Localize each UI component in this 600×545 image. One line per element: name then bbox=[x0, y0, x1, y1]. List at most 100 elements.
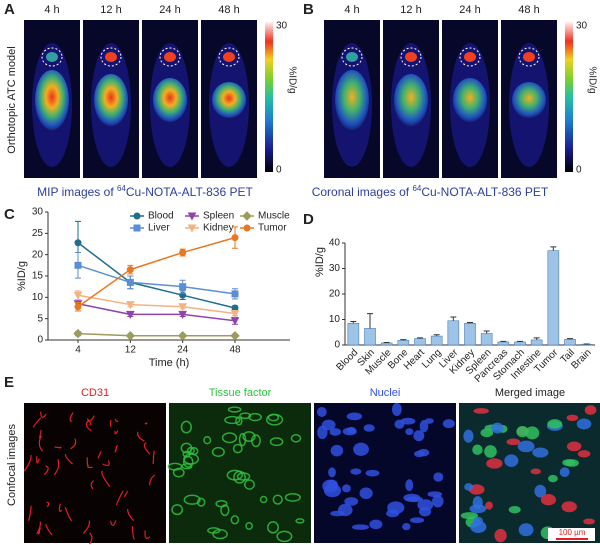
series-line bbox=[77, 236, 236, 308]
texture bbox=[196, 497, 206, 507]
marker bbox=[74, 239, 82, 247]
texture bbox=[350, 468, 362, 475]
marker bbox=[126, 266, 134, 274]
error-bar bbox=[550, 246, 557, 251]
texture bbox=[534, 484, 547, 498]
y-tick-label: 20 bbox=[32, 249, 44, 260]
texture bbox=[27, 505, 32, 521]
texture bbox=[506, 438, 521, 446]
texture bbox=[344, 497, 359, 506]
texture bbox=[442, 419, 455, 429]
tumor-outline bbox=[100, 47, 122, 67]
bar bbox=[564, 339, 576, 346]
texture bbox=[149, 474, 156, 486]
pet-organ bbox=[153, 78, 187, 122]
texture bbox=[491, 422, 504, 434]
marker bbox=[74, 261, 82, 269]
texture bbox=[525, 426, 540, 440]
texture bbox=[86, 418, 92, 426]
texture bbox=[432, 495, 444, 508]
y-tick-label: 0 bbox=[334, 340, 340, 351]
texture bbox=[36, 521, 41, 535]
texture bbox=[221, 432, 238, 444]
texture bbox=[530, 468, 541, 475]
texture bbox=[267, 521, 280, 534]
texture bbox=[114, 444, 118, 453]
texture bbox=[38, 429, 42, 439]
pet-organ bbox=[335, 70, 369, 130]
texture bbox=[144, 422, 148, 425]
texture bbox=[64, 453, 74, 465]
marker bbox=[177, 331, 188, 341]
texture bbox=[211, 446, 225, 457]
error-bar bbox=[383, 341, 390, 343]
scale-min: 0 bbox=[276, 165, 282, 176]
y-tick-label: 25 bbox=[32, 228, 44, 239]
texture bbox=[330, 444, 344, 457]
marker bbox=[125, 310, 135, 319]
texture bbox=[405, 479, 414, 492]
legend-label: Kidney bbox=[203, 223, 234, 234]
tumor-outline bbox=[159, 47, 181, 67]
marker bbox=[74, 303, 82, 311]
texture bbox=[227, 406, 242, 413]
texture bbox=[469, 504, 487, 514]
texture bbox=[152, 450, 155, 465]
series-line bbox=[77, 332, 235, 337]
panel-label: E bbox=[4, 374, 14, 391]
error-bar bbox=[350, 321, 357, 324]
texture bbox=[131, 526, 135, 540]
texture bbox=[235, 416, 243, 426]
time-label: 12 h bbox=[100, 4, 121, 16]
texture bbox=[87, 415, 95, 422]
texture bbox=[464, 483, 474, 491]
texture bbox=[517, 440, 535, 453]
bar bbox=[447, 320, 460, 346]
marker bbox=[179, 249, 187, 257]
texture bbox=[565, 459, 579, 467]
error-bar bbox=[483, 330, 490, 334]
texture bbox=[391, 402, 402, 416]
pet-organ bbox=[512, 82, 546, 118]
legend-marker bbox=[187, 224, 197, 233]
legend-marker bbox=[133, 212, 141, 220]
y-tick-label: 0 bbox=[37, 335, 43, 346]
texture bbox=[226, 469, 244, 481]
tumor-outline bbox=[41, 47, 63, 67]
pet-organ bbox=[453, 78, 487, 122]
caption: MIP images of 64Cu-NOTA-ALT-836 PET bbox=[37, 184, 253, 199]
caption-text: MIP images of bbox=[37, 185, 117, 199]
texture bbox=[172, 467, 185, 478]
texture bbox=[272, 494, 283, 505]
marker bbox=[179, 283, 187, 291]
texture bbox=[36, 456, 40, 464]
texture bbox=[576, 418, 592, 430]
texture bbox=[87, 464, 93, 469]
texture bbox=[463, 429, 474, 443]
legend-label: Tumor bbox=[258, 223, 287, 234]
texture bbox=[245, 521, 253, 530]
texture bbox=[559, 467, 570, 478]
pet-tumor bbox=[105, 52, 117, 62]
texture bbox=[504, 454, 519, 467]
bar bbox=[430, 335, 443, 346]
pet-tumor bbox=[523, 52, 535, 62]
texture bbox=[402, 523, 411, 531]
image-title: CD31 bbox=[81, 387, 109, 399]
scale-bar-label: 100 µm bbox=[559, 528, 586, 537]
marker bbox=[230, 310, 240, 319]
texture bbox=[189, 447, 199, 456]
texture bbox=[323, 483, 342, 498]
scale-max: 30 bbox=[576, 21, 588, 32]
bar bbox=[347, 323, 360, 346]
texture bbox=[114, 430, 119, 435]
time-label: 48 h bbox=[518, 4, 539, 16]
texture bbox=[137, 431, 145, 442]
texture bbox=[220, 504, 230, 517]
bar bbox=[497, 341, 510, 346]
side-label: Orthotopic ATC model bbox=[6, 46, 18, 153]
panel-label: D bbox=[303, 211, 314, 228]
panel-label: A bbox=[4, 1, 15, 18]
texture bbox=[363, 424, 375, 432]
pet-tumor bbox=[46, 52, 58, 62]
